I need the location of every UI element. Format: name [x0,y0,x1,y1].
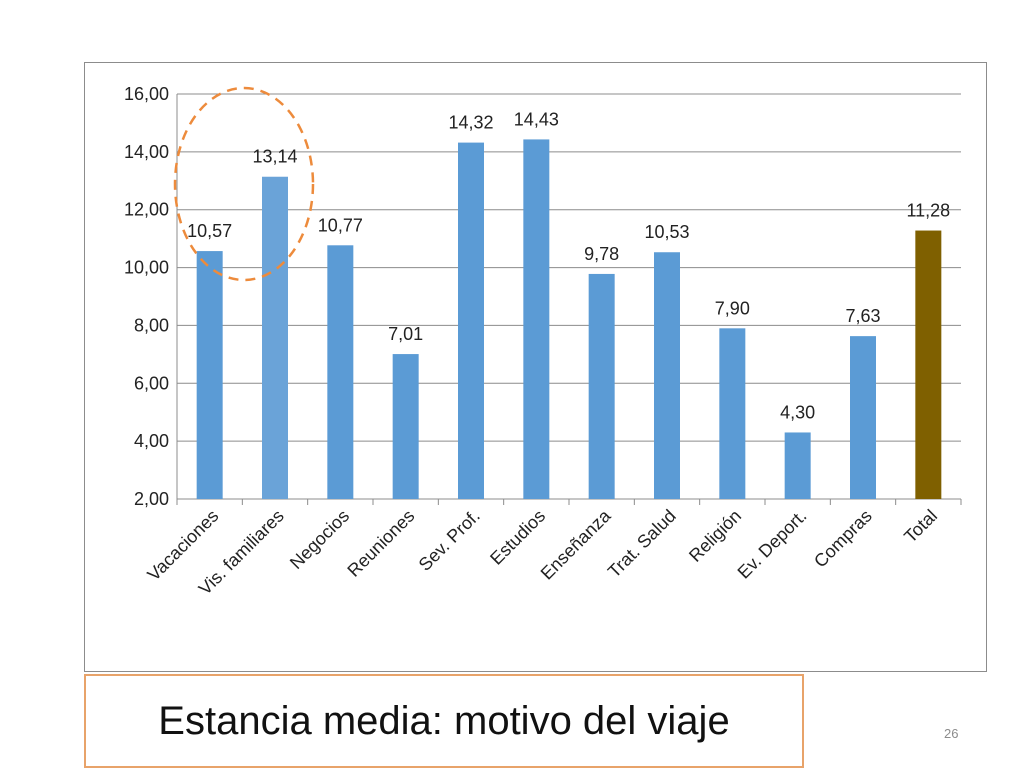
y-tick-label: 12,00 [124,200,169,220]
bar [392,354,419,499]
y-tick-label: 14,00 [124,142,169,162]
x-tick-label: Estudios [486,506,549,569]
x-tick-label: Sev. Prof. [415,506,484,575]
bar [327,245,354,499]
bar [719,328,746,499]
bar-chart: 2,00 4,00 6,00 8,00 10,00 12,00 14,00 16,00 10,5… [124,84,962,599]
data-label: 11,28 [906,201,950,221]
x-tick-label: Total [900,506,941,547]
data-label: 4,30 [780,402,815,422]
x-tick-label: Negocios [286,506,353,573]
data-label: 14,32 [448,113,493,133]
y-tick-label: 4,00 [134,431,169,451]
data-label: 13,14 [252,147,297,167]
y-tick-label: 8,00 [134,315,169,335]
slide-caption: Estancia media: motivo del viaje [158,698,730,743]
x-tick-label: Compras [810,506,876,572]
bar [588,273,615,499]
chart-frame: 2,00 4,00 6,00 8,00 10,00 12,00 14,00 16,00 10,5… [84,62,987,672]
y-tick-label: 16,00 [124,84,169,104]
bar [654,252,680,499]
x-tick-label: Reuniones [343,506,418,581]
data-label: 7,01 [388,324,423,344]
bar [915,230,942,500]
x-tick-label: Trat. Salud [604,506,680,582]
bar [196,251,223,499]
y-tick-label: 2,00 [134,489,169,509]
highlight-ellipse [173,86,315,282]
data-label: 7,63 [845,306,880,326]
data-label: 10,57 [187,221,232,241]
bar [458,142,484,499]
data-label: 14,43 [514,109,559,129]
y-tick-label: 6,00 [134,373,169,393]
page-number: 26 [944,726,959,741]
bar [784,432,811,499]
y-tick-label: 10,00 [124,258,169,278]
data-label: 7,90 [715,298,750,318]
bar [850,336,876,499]
bar [523,139,550,499]
x-tick-label: Enseñanza [537,505,616,584]
x-tick-label: Ev. Deport. [734,506,811,583]
bar [262,176,288,499]
data-label: 10,77 [318,215,363,235]
data-label: 10,53 [644,222,689,242]
caption-box: Estancia media: motivo del viaje [84,674,804,768]
data-label: 9,78 [584,244,619,264]
x-tick-label: Religión [685,506,745,566]
